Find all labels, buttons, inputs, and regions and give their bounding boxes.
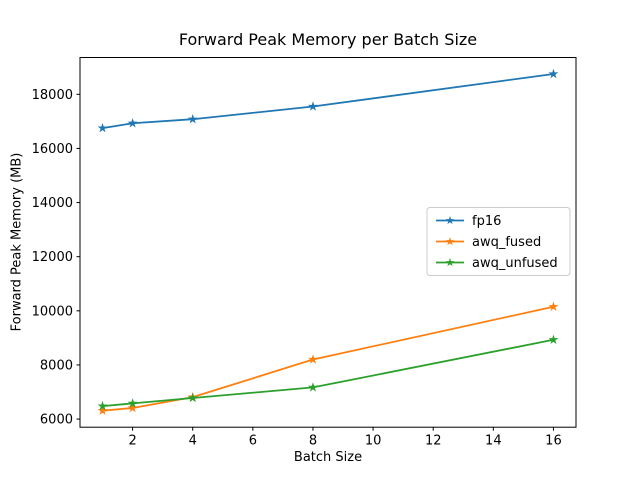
legend-box xyxy=(426,207,571,276)
data-point-awq_unfused xyxy=(308,382,318,392)
data-point-fp16 xyxy=(308,101,318,111)
legend-label-awq_unfused: awq_unfused xyxy=(472,256,558,271)
legend-marker-fp16 xyxy=(445,216,455,225)
x-tick-label: 6 xyxy=(249,434,257,449)
y-tick-label: 16000 xyxy=(32,142,73,157)
data-point-fp16 xyxy=(548,68,559,79)
x-axis-label: Batch Size xyxy=(293,450,363,465)
data-point-awq_fused xyxy=(97,405,108,415)
data-point-awq_unfused xyxy=(97,400,108,411)
x-tick-label: 4 xyxy=(189,434,197,449)
data-point-fp16 xyxy=(127,118,138,128)
legend-marker-awq_fused xyxy=(445,237,455,246)
data-point-awq_unfused xyxy=(187,392,198,403)
y-tick-label: 14000 xyxy=(32,196,73,211)
data-point-awq_fused xyxy=(308,354,318,364)
data-point-fp16 xyxy=(187,114,198,124)
y-tick-label: 10000 xyxy=(32,304,73,319)
axes-frame xyxy=(79,57,577,428)
legend-marker-awq_unfused xyxy=(445,258,455,267)
y-tick-label: 8000 xyxy=(40,358,73,373)
legend-label-awq_fused: awq_fused xyxy=(472,235,541,250)
series-line-awq_fused xyxy=(102,305,554,412)
y-axis-label: Forward Peak Memory (MB) xyxy=(9,152,25,332)
y-tick-label: 6000 xyxy=(40,413,73,428)
x-tick-label: 16 xyxy=(545,434,562,449)
legend-label-fp16: fp16 xyxy=(472,214,501,229)
data-point-fp16 xyxy=(97,122,108,133)
data-point-awq_fused xyxy=(127,402,138,413)
x-tick-label: 12 xyxy=(425,434,442,449)
chart-title: Forward Peak Memory per Batch Size xyxy=(178,30,478,49)
x-tick-label: 2 xyxy=(128,434,136,449)
series-line-fp16 xyxy=(102,73,554,130)
data-point-awq_unfused xyxy=(127,398,138,408)
y-tick-label: 12000 xyxy=(32,250,73,265)
data-point-awq_unfused xyxy=(548,334,559,344)
data-point-awq_fused xyxy=(548,301,559,311)
y-tick-label: 18000 xyxy=(32,88,73,103)
x-tick-label: 10 xyxy=(365,434,382,449)
x-tick-label: 14 xyxy=(485,434,502,449)
series-line-awq_unfused xyxy=(102,338,554,407)
x-tick-label: 8 xyxy=(309,434,317,449)
